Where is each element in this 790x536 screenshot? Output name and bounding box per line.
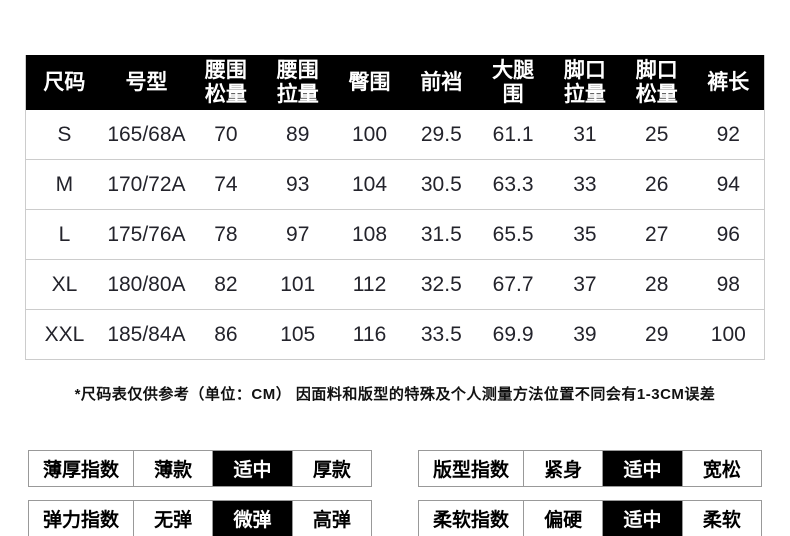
measurement-cell: 30.5 <box>405 159 478 210</box>
measurement-cell: 104 <box>333 159 406 210</box>
size-cell: L <box>25 209 103 260</box>
column-header: 裤长 <box>692 55 765 110</box>
measurement-cell: 31 <box>549 110 621 160</box>
measurement-cell: 92 <box>692 110 765 160</box>
measurement-cell: 93 <box>261 159 334 210</box>
indicator-grid: 薄厚指数 薄款 适中 厚款 版型指数 紧身 适中 宽松 弹力指数 无弹 微弹 高弹 柔软指数… <box>28 450 762 536</box>
measurement-cell: 27 <box>620 209 693 260</box>
size-cell: XXL <box>25 309 103 360</box>
measurement-cell: 69.9 <box>477 309 550 360</box>
measurement-cell: 105 <box>261 309 334 360</box>
table-row: S 165/68A 70 89 100 29.5 61.1 31 25 92 <box>25 110 765 160</box>
measurement-cell: 112 <box>333 259 406 310</box>
size-table: 尺码 号型 腰围 松量 腰围 拉量 臀围 前裆 大腿围脚口 拉量 脚口 松量 裤长 S 165/68A 70… <box>25 55 765 360</box>
measurement-cell: 185/84A <box>102 309 191 360</box>
column-header: 号型 <box>102 55 191 110</box>
measurement-cell: 39 <box>549 309 621 360</box>
column-header: 脚口 松量 <box>620 55 693 110</box>
table-row: L 175/76A 78 97 108 31.5 65.5 35 27 96 <box>25 209 765 260</box>
indicator-option-active: 微弹 <box>213 501 293 536</box>
measurement-cell: 170/72A <box>102 159 191 210</box>
indicator-option-active: 适中 <box>603 451 683 486</box>
size-note: *尺码表仅供参考（单位：CM） 因面料和版型的特殊及个人测量方法位置不同会有1-… <box>74 386 716 403</box>
measurement-cell: 29.5 <box>405 110 478 160</box>
size-table-body: S 165/68A 70 89 100 29.5 61.1 31 25 92 M 170/72A 74 9… <box>25 110 765 360</box>
measurement-cell: 26 <box>620 159 693 210</box>
measurement-cell: 28 <box>620 259 693 310</box>
indicator-option: 宽松 <box>702 460 741 481</box>
indicator-label: 弹力指数 <box>29 501 134 536</box>
measurement-cell: 70 <box>190 110 262 160</box>
indicator-label: 薄厚指数 <box>29 451 134 486</box>
table-row: XXL 185/84A 86 105 116 33.5 69.9 39 29 100 <box>25 309 765 360</box>
indicator-option: 无弹 <box>134 501 214 536</box>
column-header: 尺码 <box>25 55 103 110</box>
indicator-group: 弹力指数 无弹 微弹 高弹 <box>28 500 372 536</box>
column-header: 脚口 拉量 <box>549 55 621 110</box>
size-cell: XL <box>25 259 103 310</box>
table-row: XL 180/80A 82 101 112 32.5 67.7 37 28 98 <box>25 259 765 310</box>
measurement-cell: 35 <box>549 209 621 260</box>
indicator-label: 柔软指数 <box>419 501 524 536</box>
measurement-cell: 74 <box>190 159 262 210</box>
indicator-option-active: 适中 <box>603 501 683 536</box>
indicator-label: 版型指数 <box>419 451 524 486</box>
measurement-cell: 61.1 <box>477 110 550 160</box>
measurement-cell: 100 <box>333 110 406 160</box>
indicator-option-active: 适中 <box>213 451 293 486</box>
measurement-cell: 86 <box>190 309 262 360</box>
column-header: 臀围 <box>333 55 406 110</box>
measurement-cell: 33.5 <box>405 309 478 360</box>
table-row: M 170/72A 74 93 104 30.5 63.3 33 26 94 <box>25 159 765 210</box>
measurement-cell: 100 <box>692 309 765 360</box>
indicator-group: 版型指数 紧身 适中 宽松 <box>418 450 762 487</box>
size-table-head: 尺码 号型 腰围 松量 腰围 拉量 臀围 前裆 大腿围脚口 拉量 脚口 松量 裤长 <box>25 55 765 110</box>
column-header: 腰围 松量 <box>190 55 262 110</box>
measurement-cell: 29 <box>620 309 693 360</box>
measurement-cell: 63.3 <box>477 159 550 210</box>
measurement-cell: 67.7 <box>477 259 550 310</box>
measurement-cell: 78 <box>190 209 262 260</box>
measurement-cell: 94 <box>692 159 765 210</box>
measurement-cell: 180/80A <box>102 259 191 310</box>
measurement-cell: 97 <box>261 209 334 260</box>
measurement-cell: 31.5 <box>405 209 478 260</box>
size-cell: M <box>25 159 103 210</box>
measurement-cell: 37 <box>549 259 621 310</box>
size-table-header-row: 尺码 号型 腰围 松量 腰围 拉量 臀围 前裆 大腿围脚口 拉量 脚口 松量 裤长 <box>25 55 765 110</box>
measurement-cell: 98 <box>692 259 765 310</box>
indicator-option: 紧身 <box>524 451 604 486</box>
indicator-option: 薄款 <box>134 451 214 486</box>
indicator-option: 厚款 <box>312 460 351 481</box>
column-header: 前裆 <box>405 55 478 110</box>
measurement-cell: 25 <box>620 110 693 160</box>
measurement-cell: 96 <box>692 209 765 260</box>
measurement-cell: 32.5 <box>405 259 478 310</box>
measurement-cell: 82 <box>190 259 262 310</box>
column-header: 腰围 拉量 <box>261 55 334 110</box>
indicator-option: 柔软 <box>702 510 741 531</box>
measurement-cell: 116 <box>333 309 406 360</box>
measurement-cell: 101 <box>261 259 334 310</box>
column-header: 大腿围 <box>477 55 550 110</box>
measurement-cell: 65.5 <box>477 209 550 260</box>
indicator-option: 高弹 <box>312 510 351 531</box>
measurement-cell: 108 <box>333 209 406 260</box>
indicator-group: 薄厚指数 薄款 适中 厚款 <box>28 450 372 487</box>
size-cell: S <box>25 110 103 160</box>
measurement-cell: 165/68A <box>102 110 191 160</box>
measurement-cell: 89 <box>261 110 334 160</box>
measurement-cell: 33 <box>549 159 621 210</box>
indicator-group: 柔软指数 偏硬 适中 柔软 <box>418 500 762 536</box>
measurement-cell: 175/76A <box>102 209 191 260</box>
indicator-option: 偏硬 <box>524 501 604 536</box>
